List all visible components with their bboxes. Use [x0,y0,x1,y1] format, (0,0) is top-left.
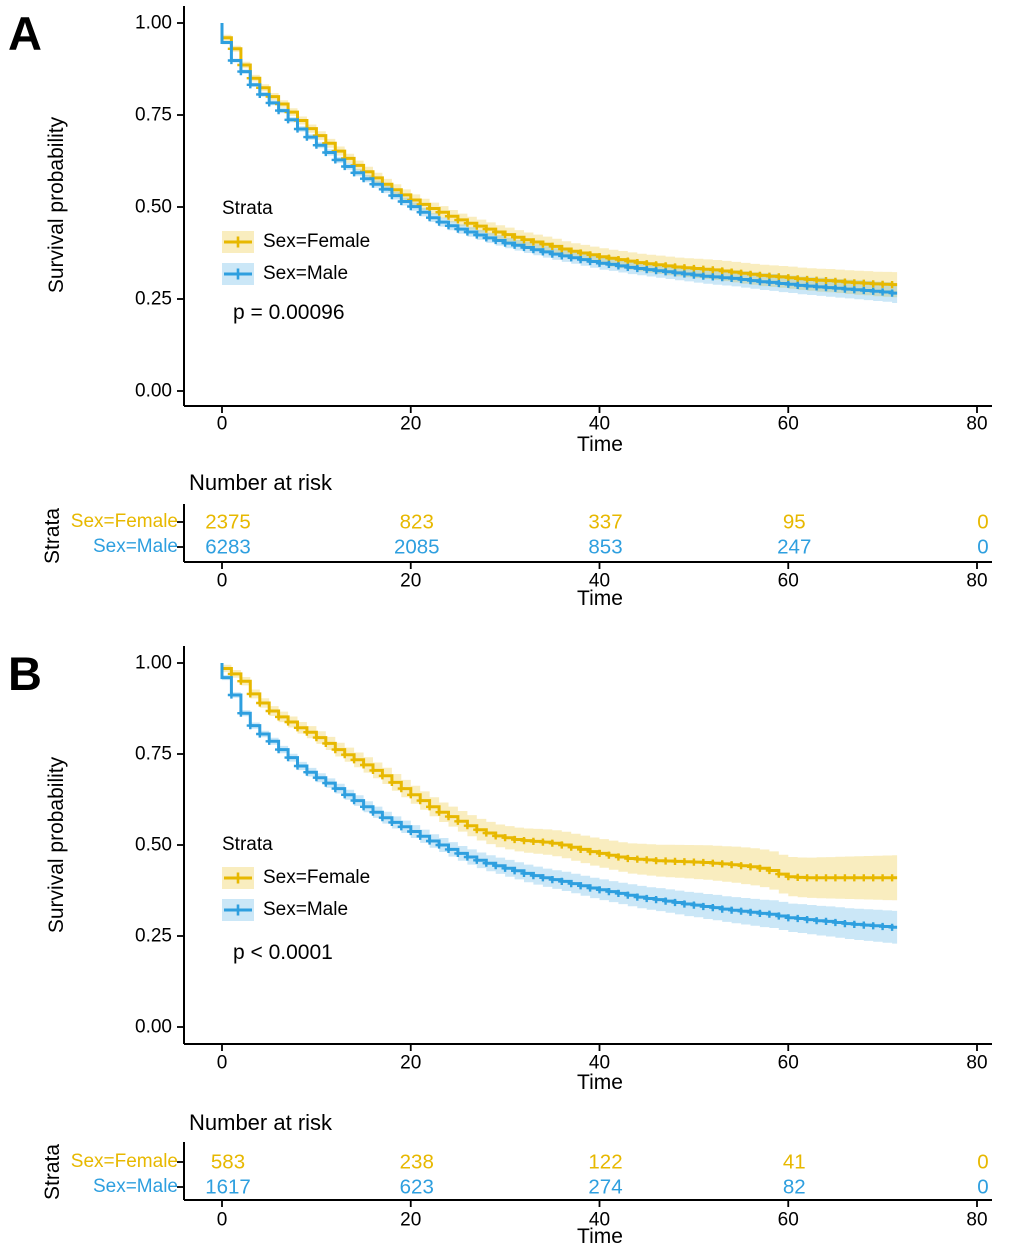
legend-item-male-a: Sex=Male [222,258,370,290]
y-tick-label: 0.00 [135,1017,172,1038]
pvalue-a: p = 0.00096 [233,301,345,324]
risk-row-label-female-b: Sex=Female [70,1151,178,1172]
censor-marks-female-B [227,670,896,882]
risk-x-tick-label: 20 [400,1210,421,1231]
legend-label-male-b: Sex=Male [263,899,349,920]
legend-b: Strata Sex=Female Sex=Male [222,834,370,926]
risk-value: 2085 [394,536,440,559]
legend-key-female-icon [222,867,254,889]
x-tick-label: 80 [966,1053,987,1074]
x-tick-label: 60 [778,414,799,435]
legend-label-female-a: Sex=Female [263,231,371,252]
risk-row-label-female-a: Sex=Female [70,511,178,532]
legend-title-b: Strata [222,834,273,855]
risk-x-tick-label: 20 [400,571,421,592]
legend-label-female-b: Sex=Female [263,867,371,888]
risk-value: 853 [588,536,622,559]
x-tick-label: 20 [400,414,421,435]
risk-value: 0 [977,1176,988,1199]
risk-value: 1617 [205,1176,251,1199]
x-tick-label: 20 [400,1053,421,1074]
ci-band-female-A [222,23,898,298]
pvalue-b: p < 0.0001 [233,941,333,964]
risk-x-tick-label: 0 [217,571,228,592]
risk-value: 122 [588,1151,622,1174]
y-tick-label: 0.50 [135,197,172,218]
y-tick-label: 0.25 [135,289,172,310]
y-tick-label: 0.00 [135,381,172,402]
x-tick-label: 60 [778,1053,799,1074]
legend-key-female-icon [222,231,254,253]
x-axis-title-b: Time [577,1071,623,1094]
risk-value: 623 [400,1176,434,1199]
legend-key-glyph [224,904,252,916]
risk-value: 823 [400,511,434,534]
risk-value: 247 [777,536,811,559]
risk-value: 583 [211,1151,245,1174]
risk-value: 0 [977,511,988,534]
y-tick-label: 1.00 [135,13,172,34]
legend-key-glyph [224,268,252,280]
risk-value: 82 [783,1176,806,1199]
risk-x-tick-label: 0 [217,1210,228,1231]
risk-value: 238 [400,1151,434,1174]
ci-band-male-B [222,663,898,944]
legend-item-female-a: Sex=Female [222,226,370,258]
x-tick-label: 80 [966,414,987,435]
risk-x-tick-label: 40 [589,1210,610,1231]
risk-x-axis-title-b: Time [577,1225,623,1248]
y-axis-title-b: Survival probability [45,756,68,934]
risk-x-axis-title-a: Time [577,587,623,610]
risk-value: 0 [977,536,988,559]
legend-a: Strata Sex=Female Sex=Male [222,198,370,290]
legend-key-male-icon [222,263,254,285]
risk-x-tick-label: 60 [778,1210,799,1231]
x-tick-label: 40 [589,414,610,435]
x-tick-label: 0 [217,414,228,435]
legend-item-male-b: Sex=Male [222,894,370,926]
risk-value: 274 [588,1176,622,1199]
risk-row-label-male-a: Sex=Male [92,536,178,557]
legend-label-male-a: Sex=Male [263,263,349,284]
risk-value: 337 [588,511,622,534]
risk-x-tick-label: 60 [778,571,799,592]
risk-value: 0 [977,1151,988,1174]
y-tick-label: 0.75 [135,744,172,765]
risk-x-tick-label: 80 [966,1210,987,1231]
panel-b-letter: B [8,647,42,700]
legend-key-glyph [224,872,252,884]
x-tick-label: 0 [217,1053,228,1074]
y-tick-label: 0.75 [135,105,172,126]
risk-value: 95 [783,511,806,534]
risk-row-label-male-b: Sex=Male [92,1176,178,1197]
censor-marks-male-B [227,691,896,931]
censor-marks-male-A [227,56,896,297]
legend-key-male-icon [222,899,254,921]
risk-x-tick-label: 40 [589,571,610,592]
y-tick-label: 1.00 [135,653,172,674]
panel-a-letter: A [8,7,42,60]
x-tick-label: 40 [589,1053,610,1074]
risk-value: 2375 [205,511,251,534]
legend-key-glyph [224,236,252,248]
x-axis-title-a: Time [577,433,623,456]
y-tick-label: 0.25 [135,926,172,947]
y-tick-label: 0.50 [135,835,172,856]
risk-table-title-a: Number at risk [189,470,333,495]
risk-table-title-b: Number at risk [189,1110,333,1135]
risk-x-tick-label: 80 [966,571,987,592]
risk-value: 41 [783,1151,806,1174]
legend-title-a: Strata [222,198,273,219]
y-axis-title-a: Survival probability [45,116,68,294]
legend-item-female-b: Sex=Female [222,862,370,894]
risk-value: 6283 [205,536,251,559]
